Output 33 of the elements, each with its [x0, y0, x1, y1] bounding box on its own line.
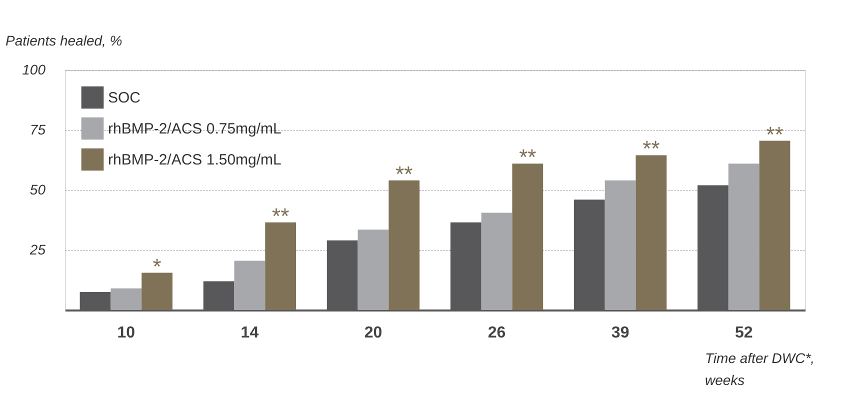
bar [388, 180, 420, 310]
data-label: * [152, 254, 162, 279]
x-tick-label: 10 [117, 324, 136, 342]
legend-label: SOC [108, 90, 141, 106]
bar [110, 288, 142, 310]
data-label: ** [272, 203, 290, 228]
bar [265, 222, 296, 310]
y-tick-label: 100 [22, 62, 46, 78]
bar [481, 212, 512, 310]
data-label: ** [642, 136, 660, 162]
bar [728, 164, 760, 310]
y-tick-label: 50 [30, 182, 46, 198]
data-label: ** [519, 144, 537, 170]
x-axis-title: Time after DWC*, weeks [705, 350, 815, 388]
x-tick-label: 14 [240, 324, 259, 342]
bar [604, 180, 636, 310]
y-axis-title: Patients healed, % [6, 32, 122, 48]
y-tick-label: 25 [28, 242, 46, 258]
x-tick-label: 20 [364, 324, 382, 342]
legend-label: rhBMP-2/ACS 0.75mg/mL [108, 120, 282, 138]
bar [636, 155, 667, 310]
legend-label: rhBMP-2/ACS 1.50mg/mL [108, 152, 282, 168]
x-tick-label: 26 [488, 324, 506, 342]
bar [142, 272, 172, 310]
bar [234, 260, 266, 310]
data-label: ** [766, 122, 784, 147]
bar [512, 164, 544, 310]
x-tick-label: 52 [734, 324, 753, 342]
y-tick-label: 75 [30, 122, 46, 138]
data-label: ** [396, 161, 414, 186]
bar [358, 230, 389, 310]
bar [759, 140, 790, 310]
x-tick-label: 39 [611, 324, 630, 342]
